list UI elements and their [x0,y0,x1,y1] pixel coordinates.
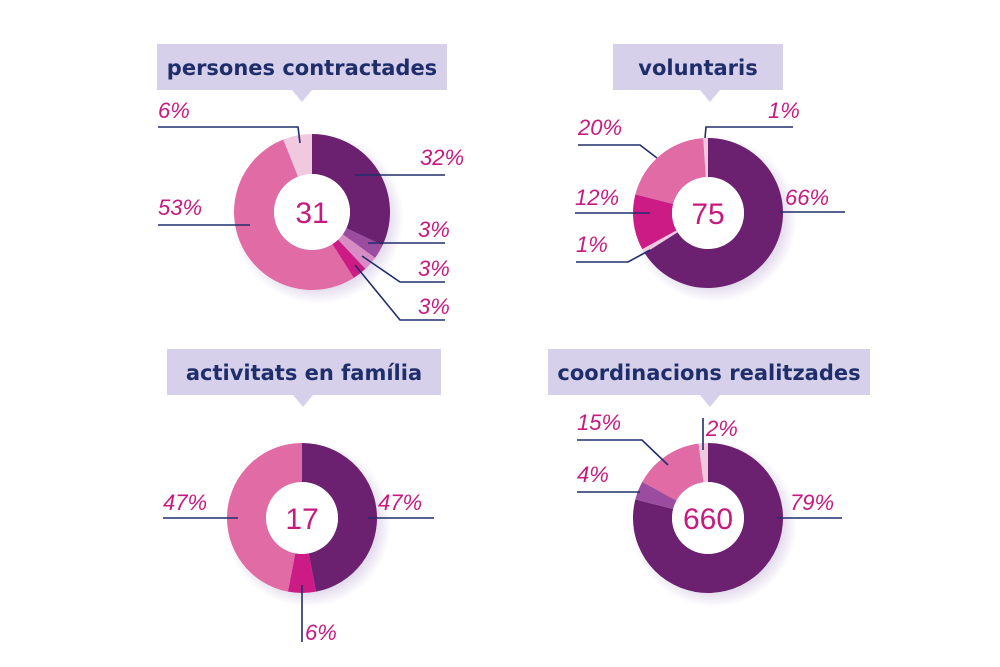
donut-hole [672,482,744,554]
chart-title: activitats en família [186,361,422,385]
chart-title: coordinacions realitzades [557,361,860,385]
chart-activitats-en-familia: activitats en família 17 47% 6% 47% [163,349,441,645]
donut-slice [287,553,317,594]
center-value: 660 [683,503,733,536]
slice-label: 4% [577,462,609,487]
donut-slice [635,138,706,205]
title-box [157,44,447,102]
slice-label: 47% [378,490,422,515]
chart-coordinacions-realitzades: coordinacions realitzades 660 79% 4% 15% 2% [548,349,870,607]
slice-label: 53% [158,195,202,220]
chart-voluntaris: voluntaris 75 66% 1% 12% 20% 1% [575,44,845,302]
leader-line [576,249,651,263]
donut-slice [233,139,354,291]
donut-slice [226,443,302,592]
leader-line [578,144,658,159]
slice-label: 12% [575,185,619,210]
title-box [548,349,870,407]
slice-label: 79% [790,490,834,515]
donut-slice [633,194,677,250]
title-box [613,44,783,102]
donut-hole [274,174,350,250]
donut-slice [635,481,677,510]
slice-label: 20% [577,115,622,140]
title-box [167,349,441,407]
center-value: 75 [691,198,724,231]
chart-title: voluntaris [638,56,757,80]
donut-hole [672,177,744,249]
leader-line [354,264,445,321]
leader-line [158,126,301,144]
slice-label: 2% [705,416,738,441]
slice-label: 32% [420,145,464,170]
slice-label: 6% [158,98,190,123]
donut-slice [633,443,784,593]
slice-label: 47% [163,490,207,515]
donut-slice [642,230,678,254]
donut-slice [338,234,376,269]
donut-slice [703,138,708,178]
slice-label: 3% [418,294,450,319]
center-value: 17 [285,503,318,536]
donut-slice [644,138,784,289]
slice-label: 3% [418,217,450,242]
center-value: 31 [295,197,328,230]
donut-hole [266,482,338,554]
chart-persones-contractades: persones contractades 31 32% 3% 3% 3% 53% 6% [157,44,464,321]
donut-slice [342,228,383,258]
donut-slice [642,443,704,501]
leader-line [577,439,669,466]
donut-slice [283,134,312,177]
slice-label: 66% [785,185,829,210]
slice-label: 6% [305,620,337,645]
donut-slice [698,443,708,483]
slice-label: 15% [577,410,621,435]
donut-slice [312,134,390,246]
leader-line [704,126,793,139]
leader-line [361,255,445,283]
slice-label: 1% [768,98,800,123]
chart-title: persones contractades [167,56,437,80]
slice-label: 1% [576,232,608,257]
slice-label: 3% [418,256,450,281]
donut-slice [302,443,378,592]
